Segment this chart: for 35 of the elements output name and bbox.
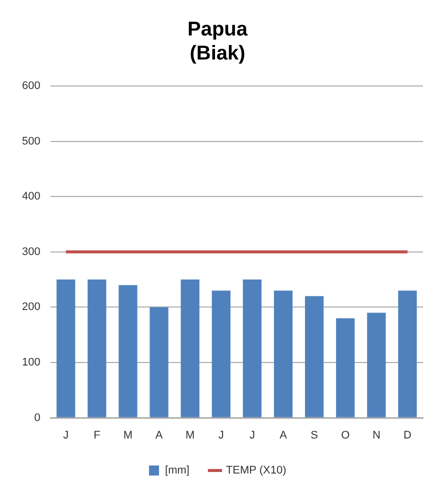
y-tick-label: 300 <box>22 246 40 258</box>
bar <box>336 318 355 418</box>
x-tick-label: M <box>123 429 133 442</box>
bar <box>180 280 200 418</box>
legend-label: TEMP (X10) <box>226 464 286 477</box>
bar <box>367 312 386 418</box>
text: Papua <box>187 18 248 41</box>
y-tick-label: 400 <box>22 190 40 203</box>
x-tick-label: F <box>94 429 101 442</box>
x-tick-label: N <box>372 429 380 442</box>
y-tick-label: 600 <box>22 80 40 92</box>
legend-label: [mm] <box>165 464 190 477</box>
x-tick-label: A <box>155 429 164 442</box>
bar <box>304 296 324 418</box>
x-tick-label: J <box>218 429 224 442</box>
x-tick-label: O <box>341 429 350 442</box>
x-tick-label: D <box>403 429 412 442</box>
y-tick-label: 200 <box>22 301 40 314</box>
y-tick-label: 100 <box>22 356 40 369</box>
x-tick-label: S <box>310 429 318 442</box>
x-tick-label: J <box>63 429 69 442</box>
bar <box>88 280 106 418</box>
x-tick-label: J <box>249 429 255 442</box>
bar <box>398 290 417 418</box>
bar <box>212 290 230 418</box>
text: (Biak) <box>190 42 246 65</box>
bar <box>150 307 168 418</box>
bar <box>118 285 138 418</box>
bar <box>274 290 293 418</box>
y-tick-label: 500 <box>22 135 40 148</box>
x-tick-label: A <box>280 429 288 442</box>
bar <box>242 280 262 418</box>
y-tick-label: 0 <box>34 412 40 424</box>
bar <box>56 280 76 418</box>
x-tick-label: M <box>186 429 195 442</box>
